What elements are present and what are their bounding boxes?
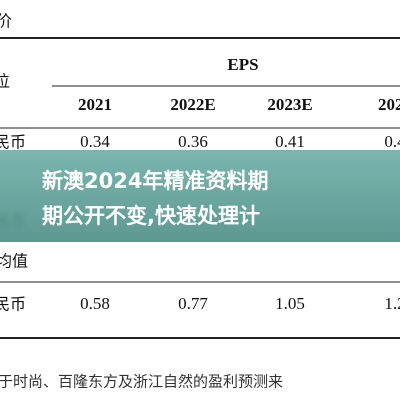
cell: 0.77 [178,294,208,313]
table-row: 均值 [0,252,400,283]
column-header: 2021 [78,95,112,114]
column-header: 2024 [378,95,400,114]
section-label: 均值 [0,252,28,271]
column-header: 2023E [267,95,312,114]
cell: 0.34 [80,132,110,151]
row-label: 民币 [0,295,26,314]
row-label: 民币 [0,133,26,152]
banner-line[interactable]: 期公开不变,快速处理计 [42,204,260,228]
partial-header: 价 [0,12,12,31]
cell: 1.2 [384,294,400,313]
cell: 0.36 [178,132,208,151]
banner-line[interactable]: 新澳2024年精准资料期 [42,169,268,193]
banner[interactable] [0,150,400,242]
cell: 0.58 [80,294,110,313]
cell: 0.4 [384,132,400,151]
cell: 1.05 [275,294,305,313]
unit-header: 位 [0,72,10,91]
cell: 0.41 [275,132,305,151]
table-row: 民币 0.58 0.77 1.05 1.2 [0,294,400,314]
footnote: 于时尚、百隆东方及浙江自然的盈利预测来 [0,373,283,391]
table-row: 民币 0.34 0.36 0.41 0.4 [0,132,400,152]
column-header: 2022E [170,95,215,114]
group-header: EPS [227,55,258,74]
